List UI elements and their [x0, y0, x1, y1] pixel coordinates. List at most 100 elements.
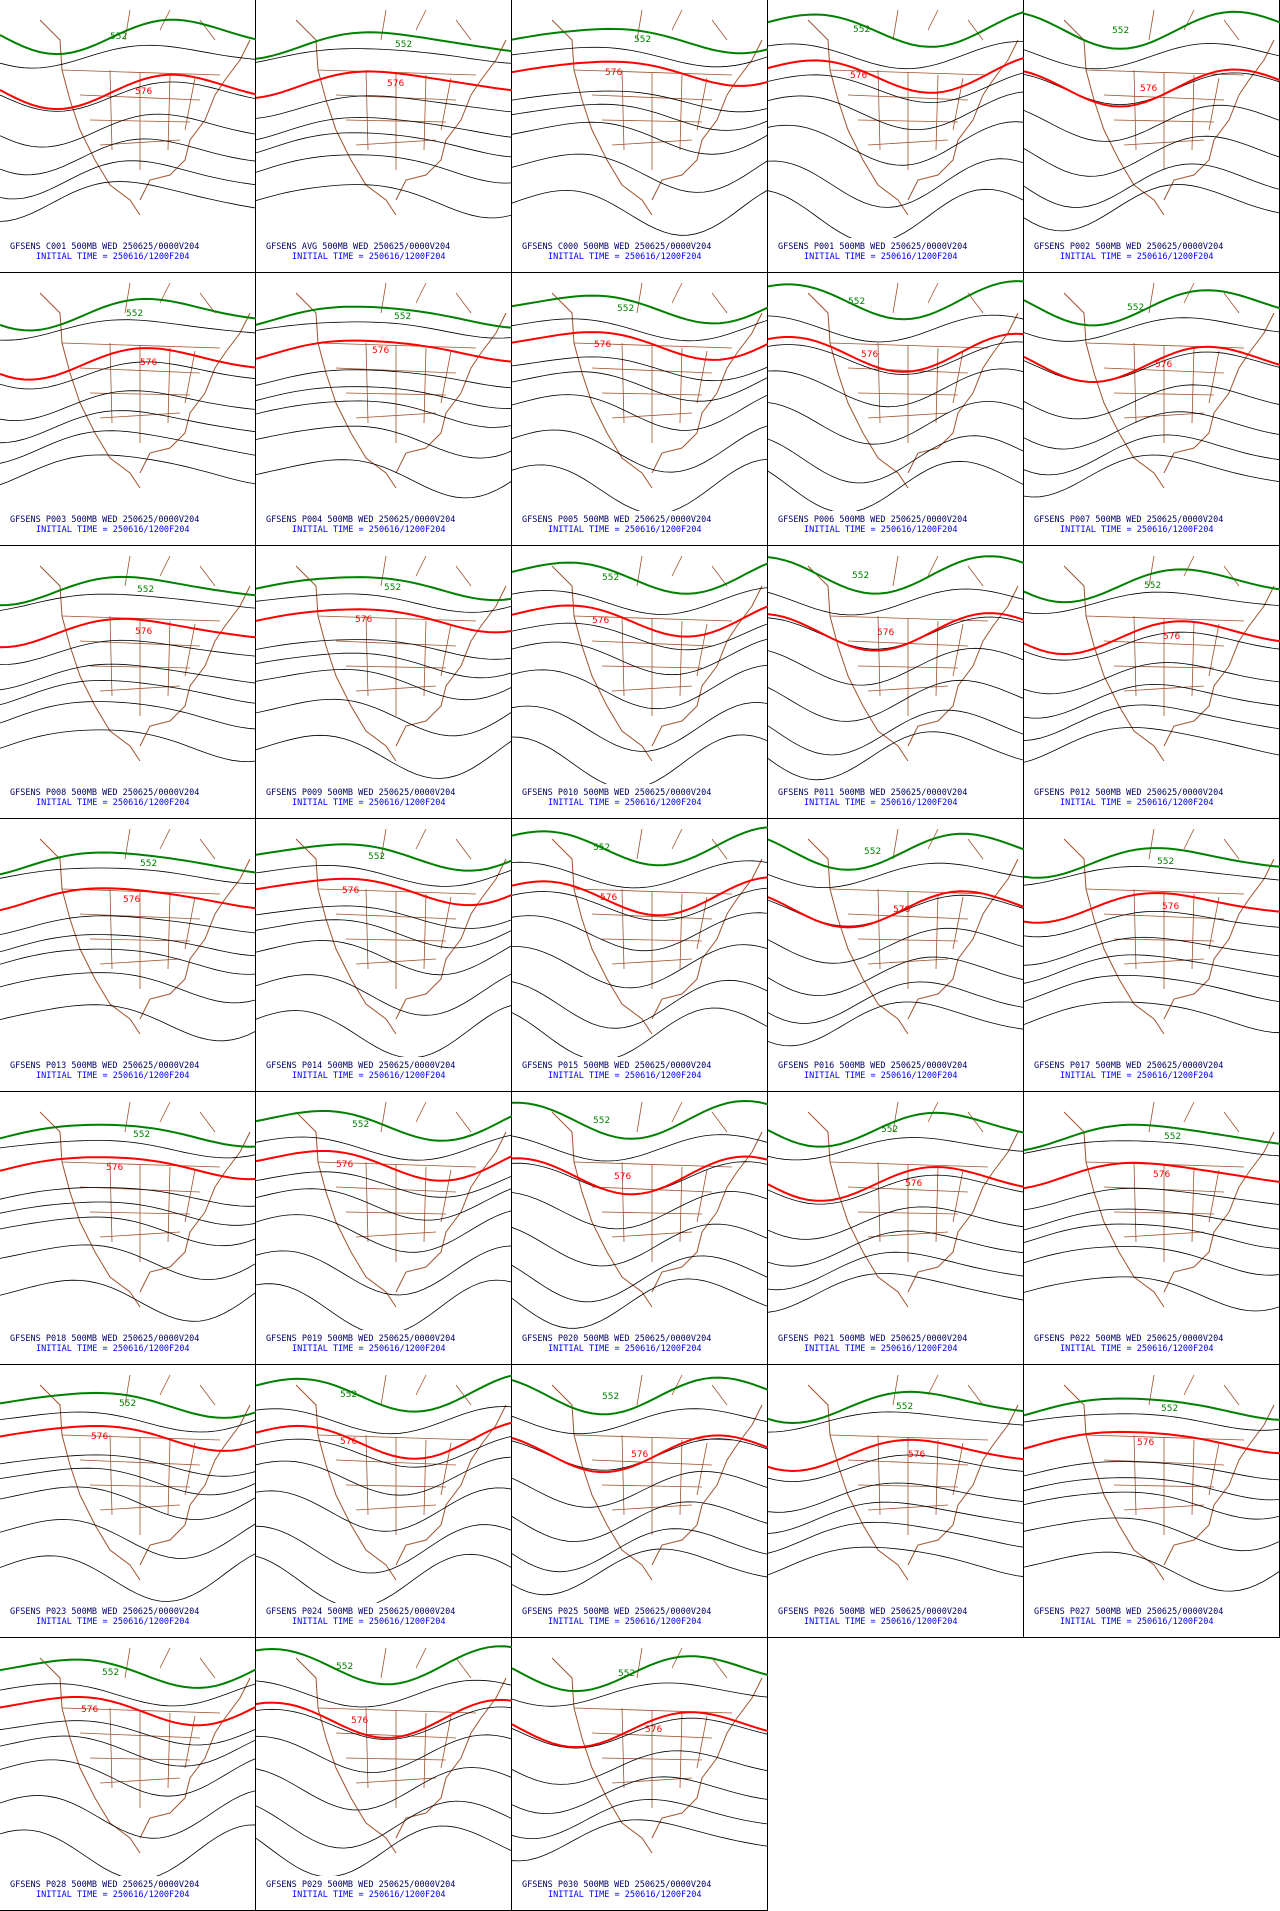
height-contour [512, 371, 768, 402]
ensemble-panel: 552 576 GFSENS P001 500MB WED 250625/0000V… [768, 0, 1024, 273]
height-contour [1024, 1246, 1280, 1276]
ensemble-panel: 552 576 GFSENS P029 500MB WED 250625/0000V… [256, 1638, 512, 1911]
height-contour [256, 973, 512, 1016]
map: 552 576 [0, 1647, 256, 1876]
contour-label: 552 [1144, 581, 1161, 591]
contour-552 [256, 1110, 512, 1142]
contour-576 [256, 339, 512, 363]
coastline [39, 565, 251, 762]
height-contour [0, 915, 256, 935]
ensemble-panel: 552 576 GFSENS P024 500MB WED 250625/0000V… [256, 1365, 512, 1638]
run-label: GFSENS P017 500MB WED 250625/0000V204 [1034, 1061, 1224, 1071]
run-label: GFSENS P003 500MB WED 250625/0000V204 [10, 515, 200, 525]
contour-576 [0, 1424, 256, 1452]
height-contour [0, 1467, 256, 1496]
map: 552 576 [512, 282, 768, 511]
init-time: INITIAL TIME = 250616/1200F204 [1060, 1344, 1214, 1354]
init-time: INITIAL TIME = 250616/1200F204 [36, 798, 190, 808]
contour-label: 576 [106, 1163, 123, 1173]
borders [1085, 828, 1245, 989]
height-contour [256, 919, 512, 949]
contour-label: 576 [861, 350, 878, 360]
height-contour [512, 1776, 768, 1815]
height-contour [768, 1411, 1024, 1433]
contour-label: 576 [605, 68, 622, 78]
height-contour [1024, 351, 1280, 383]
ensemble-panel: 552 576 GFSENS P028 500MB WED 250625/0000V… [0, 1638, 256, 1911]
coastline [807, 1111, 1019, 1308]
contour-552 [1024, 847, 1280, 879]
map: 552 576 [1024, 9, 1280, 232]
run-label: GFSENS C000 500MB WED 250625/0000V204 [522, 242, 712, 252]
height-contour [0, 1244, 256, 1281]
contour-label: 552 [881, 1125, 898, 1135]
borders [317, 555, 477, 716]
height-contour [1024, 866, 1280, 886]
contour-label: 552 [126, 309, 143, 319]
init-time: INITIAL TIME = 250616/1200F204 [36, 525, 190, 535]
borders [1085, 1374, 1245, 1535]
height-contour [512, 1255, 768, 1303]
contour-576 [0, 1696, 256, 1727]
init-time: INITIAL TIME = 250616/1200F204 [548, 252, 702, 262]
init-time: INITIAL TIME = 250616/1200F204 [292, 252, 446, 262]
height-contour [512, 425, 768, 473]
run-label: GFSENS P009 500MB WED 250625/0000V204 [266, 788, 456, 798]
borders [1085, 9, 1245, 170]
height-contour [768, 158, 1024, 208]
contour-label: 576 [594, 340, 611, 350]
contour-576 [0, 617, 256, 649]
contour-label: 576 [850, 71, 867, 81]
coastline [39, 292, 251, 489]
contour-label: 552 [1164, 1132, 1181, 1142]
height-contour [0, 972, 256, 1004]
coastline [295, 1657, 507, 1854]
borders [61, 1374, 221, 1535]
contour-label: 576 [893, 905, 910, 915]
contour-label: 576 [91, 1432, 108, 1442]
init-time: INITIAL TIME = 250616/1200F204 [1060, 1617, 1214, 1627]
init-time: INITIAL TIME = 250616/1200F204 [36, 1890, 190, 1900]
height-contour [1024, 911, 1280, 938]
contour-552 [768, 555, 1024, 595]
ensemble-panel: 552 576 GFSENS P002 500MB WED 250625/0000V… [1024, 0, 1280, 273]
borders [573, 9, 733, 170]
init-time: INITIAL TIME = 250616/1200F204 [292, 1071, 446, 1081]
map: 552 576 [256, 282, 512, 499]
height-contour [1024, 1517, 1280, 1552]
height-contour [512, 356, 768, 382]
contour-label: 552 [395, 40, 412, 50]
contour-label: 552 [137, 585, 154, 595]
contour-label: 552 [593, 843, 610, 853]
height-contour [0, 867, 256, 884]
coastline [295, 565, 507, 762]
run-label: GFSENS P001 500MB WED 250625/0000V204 [778, 242, 968, 252]
coastline [807, 565, 1019, 762]
contour-552 [1024, 1123, 1280, 1152]
contour-552 [0, 851, 256, 876]
contour-576 [0, 347, 256, 381]
map: 552 576 [0, 555, 256, 763]
borders [61, 1647, 221, 1808]
contour-label: 552 [336, 1662, 353, 1672]
map: 552 576 [0, 282, 256, 489]
contour-label: 552 [102, 1668, 119, 1678]
height-contour [512, 1750, 768, 1785]
height-contour [1024, 1223, 1280, 1249]
height-contour [256, 116, 512, 141]
init-time: INITIAL TIME = 250616/1200F204 [548, 525, 702, 535]
height-contour [256, 734, 512, 779]
height-contour [512, 1548, 768, 1596]
coastline [807, 19, 1019, 216]
height-contour [0, 1140, 256, 1159]
map: 552 576 [256, 1645, 512, 1876]
contour-label: 552 [602, 1392, 619, 1402]
coastline [551, 19, 763, 216]
run-label: GFSENS P007 500MB WED 250625/0000V204 [1034, 515, 1224, 525]
init-time: INITIAL TIME = 250616/1200F204 [292, 1890, 446, 1900]
ensemble-panel: 552 576 GFSENS P015 500MB WED 250625/0000V… [512, 819, 768, 1092]
run-label: GFSENS P029 500MB WED 250625/0000V204 [266, 1880, 456, 1890]
init-time: INITIAL TIME = 250616/1200F204 [292, 525, 446, 535]
height-contour [256, 1734, 512, 1773]
contour-576 [1024, 68, 1280, 108]
